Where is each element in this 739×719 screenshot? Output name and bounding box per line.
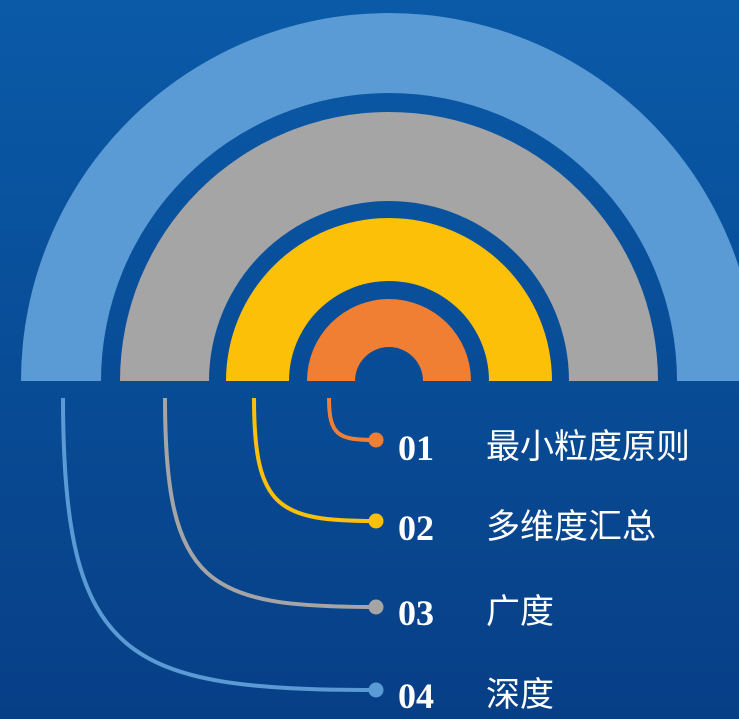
- item-01-label: 最小粒度原则: [486, 427, 690, 467]
- connector-dot-02: [368, 513, 384, 529]
- connector-02: [252, 397, 377, 523]
- item-03-label: 广度: [486, 592, 554, 632]
- connector-03: [163, 397, 377, 609]
- connector-04: [61, 397, 377, 692]
- connector-01: [327, 397, 377, 442]
- ring-01-min-granularity: [307, 299, 471, 381]
- item-04-label: 深度: [486, 675, 554, 715]
- connector-dot-03: [368, 599, 384, 615]
- item-02-label: 多维度汇总: [486, 507, 656, 547]
- ring-04-depth: [21, 13, 739, 381]
- item-01-number: 01: [398, 428, 434, 468]
- item-02-number: 02: [398, 508, 434, 548]
- ring-03-breadth: [120, 112, 658, 381]
- connector-dot-01: [368, 432, 384, 448]
- connector-dot-04: [368, 682, 384, 698]
- ring-02-multi-dimension: [226, 218, 552, 381]
- item-03-number: 03: [398, 593, 434, 633]
- item-04-number: 04: [398, 676, 434, 716]
